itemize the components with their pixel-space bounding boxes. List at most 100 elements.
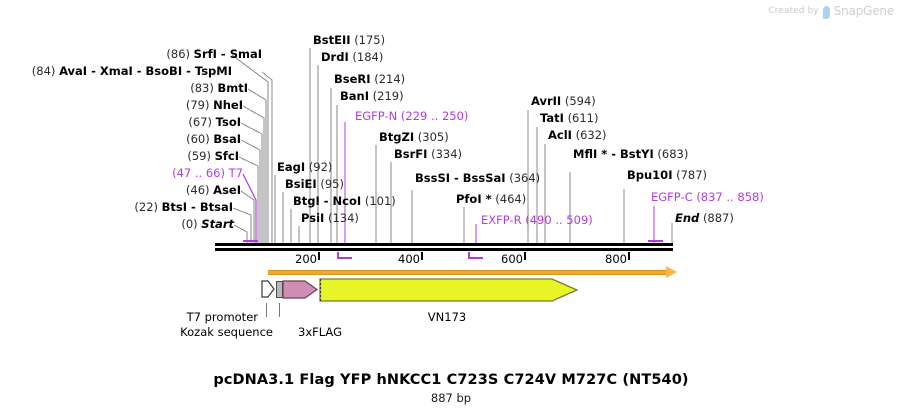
site-label-asei: (46) AseI: [186, 184, 241, 197]
site-label-btgi-ncoi: BtgI - NcoI (101): [293, 195, 396, 208]
site-name: BsaI: [213, 132, 241, 146]
snapgene-logo-icon: [822, 5, 830, 19]
site-position: (95): [320, 177, 344, 191]
site-position: (46): [185, 183, 210, 197]
backbone-bottom-strand: [215, 248, 673, 251]
site-position: (83): [190, 81, 214, 95]
feature-text-vn173: VN173: [427, 310, 467, 324]
site-position: (611): [567, 111, 599, 125]
site-name: BtgI - NcoI: [293, 194, 362, 208]
site-label-bsiei: BsiEI (95): [285, 178, 344, 191]
site-label-end: End (887): [675, 212, 734, 225]
site-position: (67): [188, 115, 212, 129]
site-label-srfi-smai: (86) SrfI - SmaI: [166, 48, 262, 61]
site-label-start: (0) Start: [181, 218, 234, 231]
site-position: (184): [352, 50, 384, 64]
ruler-label-600: 600: [501, 252, 523, 266]
watermark-brand: SnapGene: [833, 4, 894, 18]
site-label-bsssi-bsssai: BssSI - BssSaI (364): [415, 172, 540, 185]
site-position: (84): [31, 64, 56, 78]
site-name: BanI: [340, 89, 369, 103]
watermark-prefix: Created by: [768, 6, 819, 16]
site-position: (79): [185, 98, 210, 112]
feature-name: EGFP-C: [651, 190, 693, 204]
site-label-mfli-bstyi: MflI * - BstYI (683): [573, 148, 688, 161]
site-position: (59): [187, 149, 211, 163]
feature-position: (229 .. 250): [400, 109, 469, 123]
site-label-sfci: (59) SfcI: [187, 150, 239, 163]
site-position: (214): [374, 72, 406, 86]
page-title: pcDNA3.1 Flag YFP hNKCC1 C723S C724V M72…: [213, 372, 689, 388]
ruler-label-200: 200: [295, 252, 317, 266]
site-name: Start: [201, 217, 234, 231]
site-name: End: [675, 211, 700, 225]
site-position: (0): [181, 217, 198, 231]
site-name: TsoI: [215, 115, 241, 129]
site-name: SfcI: [214, 149, 239, 163]
site-position: (632): [575, 128, 607, 142]
site-position: (86): [166, 47, 191, 61]
site-name: SrfI - SmaI: [193, 47, 262, 61]
feature-text-3xflag: 3xFLAG: [298, 325, 342, 339]
feature-label-exfp-r: EXFP-R (490 .. 509): [481, 214, 593, 227]
site-label-tsoi: (67) TsoI: [188, 116, 241, 129]
feature-position: (490 .. 509): [525, 213, 593, 227]
site-label-eagi: EagI (92): [277, 161, 332, 174]
site-label-drdi: DrdI (184): [321, 51, 383, 64]
site-label-bani: BanI (219): [340, 90, 404, 103]
site-position: (92): [308, 160, 333, 174]
ruler-tick-200: [318, 252, 320, 260]
site-name: BsiEI: [285, 177, 317, 191]
site-label-bpu10i: Bpu10I (787): [627, 169, 707, 182]
site-name: BsrFI: [394, 147, 428, 161]
site-name: NheI: [213, 98, 243, 112]
site-name: Bpu10I: [627, 168, 673, 182]
site-name: EagI: [277, 160, 306, 174]
site-position: (683): [657, 147, 689, 161]
site-position: (464): [495, 192, 527, 206]
site-label-avrii: AvrII (594): [531, 95, 596, 108]
feature-name: EXFP-R: [481, 213, 522, 227]
site-name: BtsI - BtsaI: [161, 200, 233, 214]
site-position: (787): [676, 168, 708, 182]
site-name: AvrII: [531, 94, 562, 108]
ruler-tick-600: [524, 252, 526, 260]
site-label-nhei: (79) NheI: [186, 99, 243, 112]
feature-position: (47 .. 66): [172, 166, 225, 180]
site-position: (334): [431, 147, 463, 161]
ruler-label-400: 400: [398, 252, 420, 266]
site-label-tati: TatI (611): [540, 112, 599, 125]
feature-text-kozak-sequence: Kozak sequence: [180, 325, 273, 339]
site-name: BssSI - BssSaI: [415, 171, 506, 185]
site-label-bsrfi: BsrFI (334): [394, 148, 462, 161]
site-position: (134): [327, 211, 359, 225]
feature-label-egfp-n: EGFP-N (229 .. 250): [355, 110, 468, 123]
site-position: (219): [372, 89, 404, 103]
site-position: (175): [354, 33, 386, 47]
site-position: (22): [134, 200, 159, 214]
ruler-tick-400: [421, 252, 423, 260]
site-position: (101): [364, 194, 396, 208]
site-position: (364): [509, 171, 541, 185]
feature-label-t7: (47 .. 66) T7: [172, 167, 243, 180]
feature-name: T7: [228, 166, 243, 180]
site-label-pfoi: PfoI * (464): [456, 193, 526, 206]
feature-kozak-sequence-block: [276, 281, 283, 298]
site-name: DrdI: [321, 50, 349, 64]
span-arrow-line: [268, 270, 668, 275]
backbone-top-strand: [215, 243, 673, 246]
site-label-avai-xmai-bsobi-tspmi: (84) AvaI - XmaI - BsoBI - TspMI: [32, 65, 232, 78]
site-name: AvaI - XmaI - BsoBI - TspMI: [59, 64, 232, 78]
tether-3xflag: [279, 303, 280, 317]
site-label-acli: AclI (632): [548, 129, 607, 142]
site-label-bstеii: BstEII (175): [313, 34, 385, 47]
site-name: BtgZI: [379, 130, 415, 144]
snapgene-watermark: Created by SnapGene: [768, 4, 894, 19]
site-position: (60): [186, 132, 210, 146]
site-label-btgzi: BtgZI (305): [379, 131, 449, 144]
sequence-length-label: 887 bp: [430, 391, 472, 405]
ruler-label-800: 800: [605, 252, 627, 266]
site-name: BmtI: [217, 81, 248, 95]
feature-label-egfp-c: EGFP-C (837 .. 858): [651, 191, 764, 204]
